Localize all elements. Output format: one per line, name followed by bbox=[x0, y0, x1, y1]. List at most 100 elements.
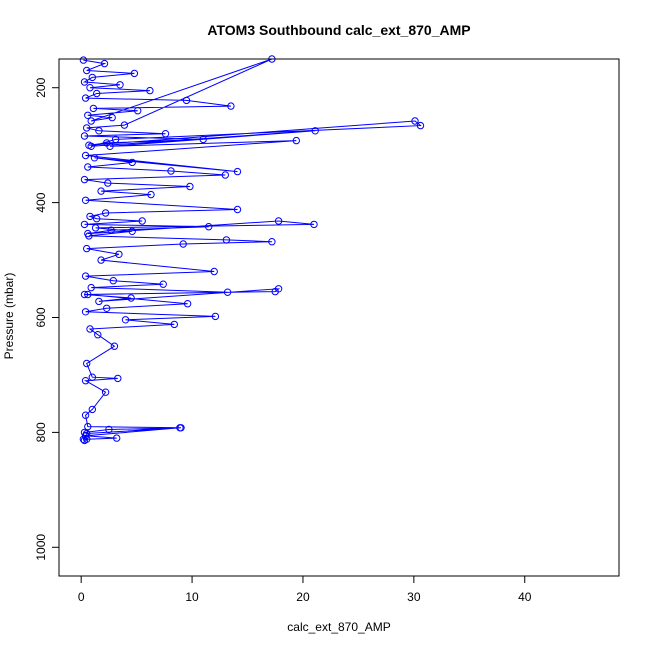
data-point-0 bbox=[79, 56, 88, 64]
data-point-62 bbox=[268, 238, 276, 246]
data-point-9 bbox=[93, 89, 101, 98]
data-point-42 bbox=[104, 179, 112, 187]
data-point-60 bbox=[85, 232, 93, 240]
x-tick-label-2: 20 bbox=[296, 590, 310, 604]
data-point-1 bbox=[100, 59, 109, 68]
data-point-30 bbox=[87, 142, 95, 151]
data-point-5 bbox=[80, 78, 89, 86]
data-point-10 bbox=[81, 94, 90, 102]
data-point-91 bbox=[81, 377, 90, 385]
data-point-65 bbox=[115, 250, 123, 259]
data-point-77 bbox=[271, 287, 279, 296]
data-point-74 bbox=[127, 294, 135, 302]
x-axis-label: calc_ext_870_AMP bbox=[287, 620, 390, 634]
data-point-24 bbox=[199, 135, 207, 144]
data-point-14 bbox=[134, 107, 142, 115]
data-point-34 bbox=[81, 151, 90, 160]
data-point-66 bbox=[97, 256, 105, 264]
data-point-40 bbox=[221, 171, 230, 179]
data-point-83 bbox=[121, 316, 130, 324]
data-point-49 bbox=[86, 212, 94, 221]
data-point-69 bbox=[109, 277, 118, 285]
data-point-63 bbox=[179, 240, 187, 248]
data-point-23 bbox=[80, 132, 89, 140]
plot-frame bbox=[58, 58, 620, 577]
x-tick-label-3: 30 bbox=[407, 590, 421, 604]
data-point-61 bbox=[222, 236, 231, 244]
data-point-37 bbox=[128, 158, 136, 167]
data-point-21 bbox=[95, 127, 103, 135]
data-point-32 bbox=[106, 142, 114, 151]
x-tick-label-0: 0 bbox=[78, 590, 85, 604]
data-point-22 bbox=[161, 130, 170, 138]
y-axis-label: Pressure (mbar) bbox=[2, 273, 16, 360]
data-point-106 bbox=[79, 435, 88, 443]
data-point-71 bbox=[87, 283, 95, 292]
data-point-51 bbox=[138, 217, 146, 225]
data-point-89 bbox=[88, 373, 97, 381]
data-point-17 bbox=[87, 117, 95, 125]
data-point-45 bbox=[147, 190, 155, 199]
data-point-43 bbox=[186, 182, 194, 191]
data-point-73 bbox=[80, 290, 89, 299]
data-point-86 bbox=[94, 331, 102, 339]
data-point-82 bbox=[211, 312, 220, 321]
data-point-53 bbox=[205, 223, 213, 231]
data-point-80 bbox=[103, 304, 111, 312]
data-point-8 bbox=[146, 86, 154, 95]
data-point-93 bbox=[88, 405, 97, 414]
data-point-12 bbox=[227, 102, 235, 110]
series-line bbox=[82, 58, 422, 442]
data-point-84 bbox=[170, 320, 179, 329]
x-tick-label-4: 40 bbox=[518, 590, 532, 604]
x-tick-label-1: 10 bbox=[185, 590, 199, 604]
data-point-47 bbox=[233, 205, 242, 214]
data-point-57 bbox=[310, 220, 318, 229]
data-point-27 bbox=[411, 117, 419, 125]
data-point-52 bbox=[80, 220, 89, 229]
data-point-104 bbox=[80, 436, 89, 445]
data-point-67 bbox=[210, 267, 218, 276]
data-point-46 bbox=[81, 196, 90, 205]
data-point-44 bbox=[97, 187, 105, 195]
data-point-11 bbox=[182, 96, 191, 105]
data-point-35 bbox=[233, 167, 242, 176]
data-point-95 bbox=[84, 422, 92, 431]
x-axis: 0 10 20 30 40 bbox=[78, 576, 532, 604]
data-point-20 bbox=[83, 124, 91, 132]
data-point-4 bbox=[88, 73, 97, 82]
data-point-41 bbox=[80, 175, 89, 184]
data-point-70 bbox=[159, 280, 167, 288]
data-point-85 bbox=[86, 325, 94, 333]
data-point-75 bbox=[95, 297, 103, 306]
y-tick-label-0: 200 bbox=[34, 77, 48, 97]
data-point-72 bbox=[223, 288, 232, 296]
data-point-94 bbox=[81, 411, 90, 419]
data-point-31 bbox=[311, 127, 319, 135]
data-point-64 bbox=[83, 244, 91, 253]
data-point-100 bbox=[176, 424, 184, 432]
data-point-54 bbox=[107, 226, 115, 234]
series-layer bbox=[79, 55, 425, 445]
data-point-78 bbox=[84, 290, 92, 299]
data-point-6 bbox=[116, 81, 124, 89]
data-point-36 bbox=[90, 154, 99, 162]
data-point-13 bbox=[89, 104, 98, 113]
data-point-16 bbox=[108, 113, 116, 122]
data-point-68 bbox=[81, 272, 90, 280]
y-axis: 200 400 600 800 1000 bbox=[34, 77, 59, 561]
data-point-29 bbox=[111, 135, 120, 144]
data-point-19 bbox=[120, 121, 129, 129]
data-point-81 bbox=[81, 308, 90, 316]
data-point-48 bbox=[101, 209, 110, 217]
y-tick-label-1: 400 bbox=[34, 192, 48, 212]
chart-title: ATOM3 Southbound calc_ext_870_AMP bbox=[207, 22, 470, 38]
data-point-87 bbox=[110, 342, 119, 350]
data-point-56 bbox=[274, 217, 283, 225]
y-tick-label-3: 800 bbox=[34, 422, 48, 442]
data-point-90 bbox=[114, 374, 122, 383]
data-point-2 bbox=[83, 66, 91, 75]
data-point-88 bbox=[83, 359, 91, 368]
data-point-39 bbox=[167, 167, 175, 175]
